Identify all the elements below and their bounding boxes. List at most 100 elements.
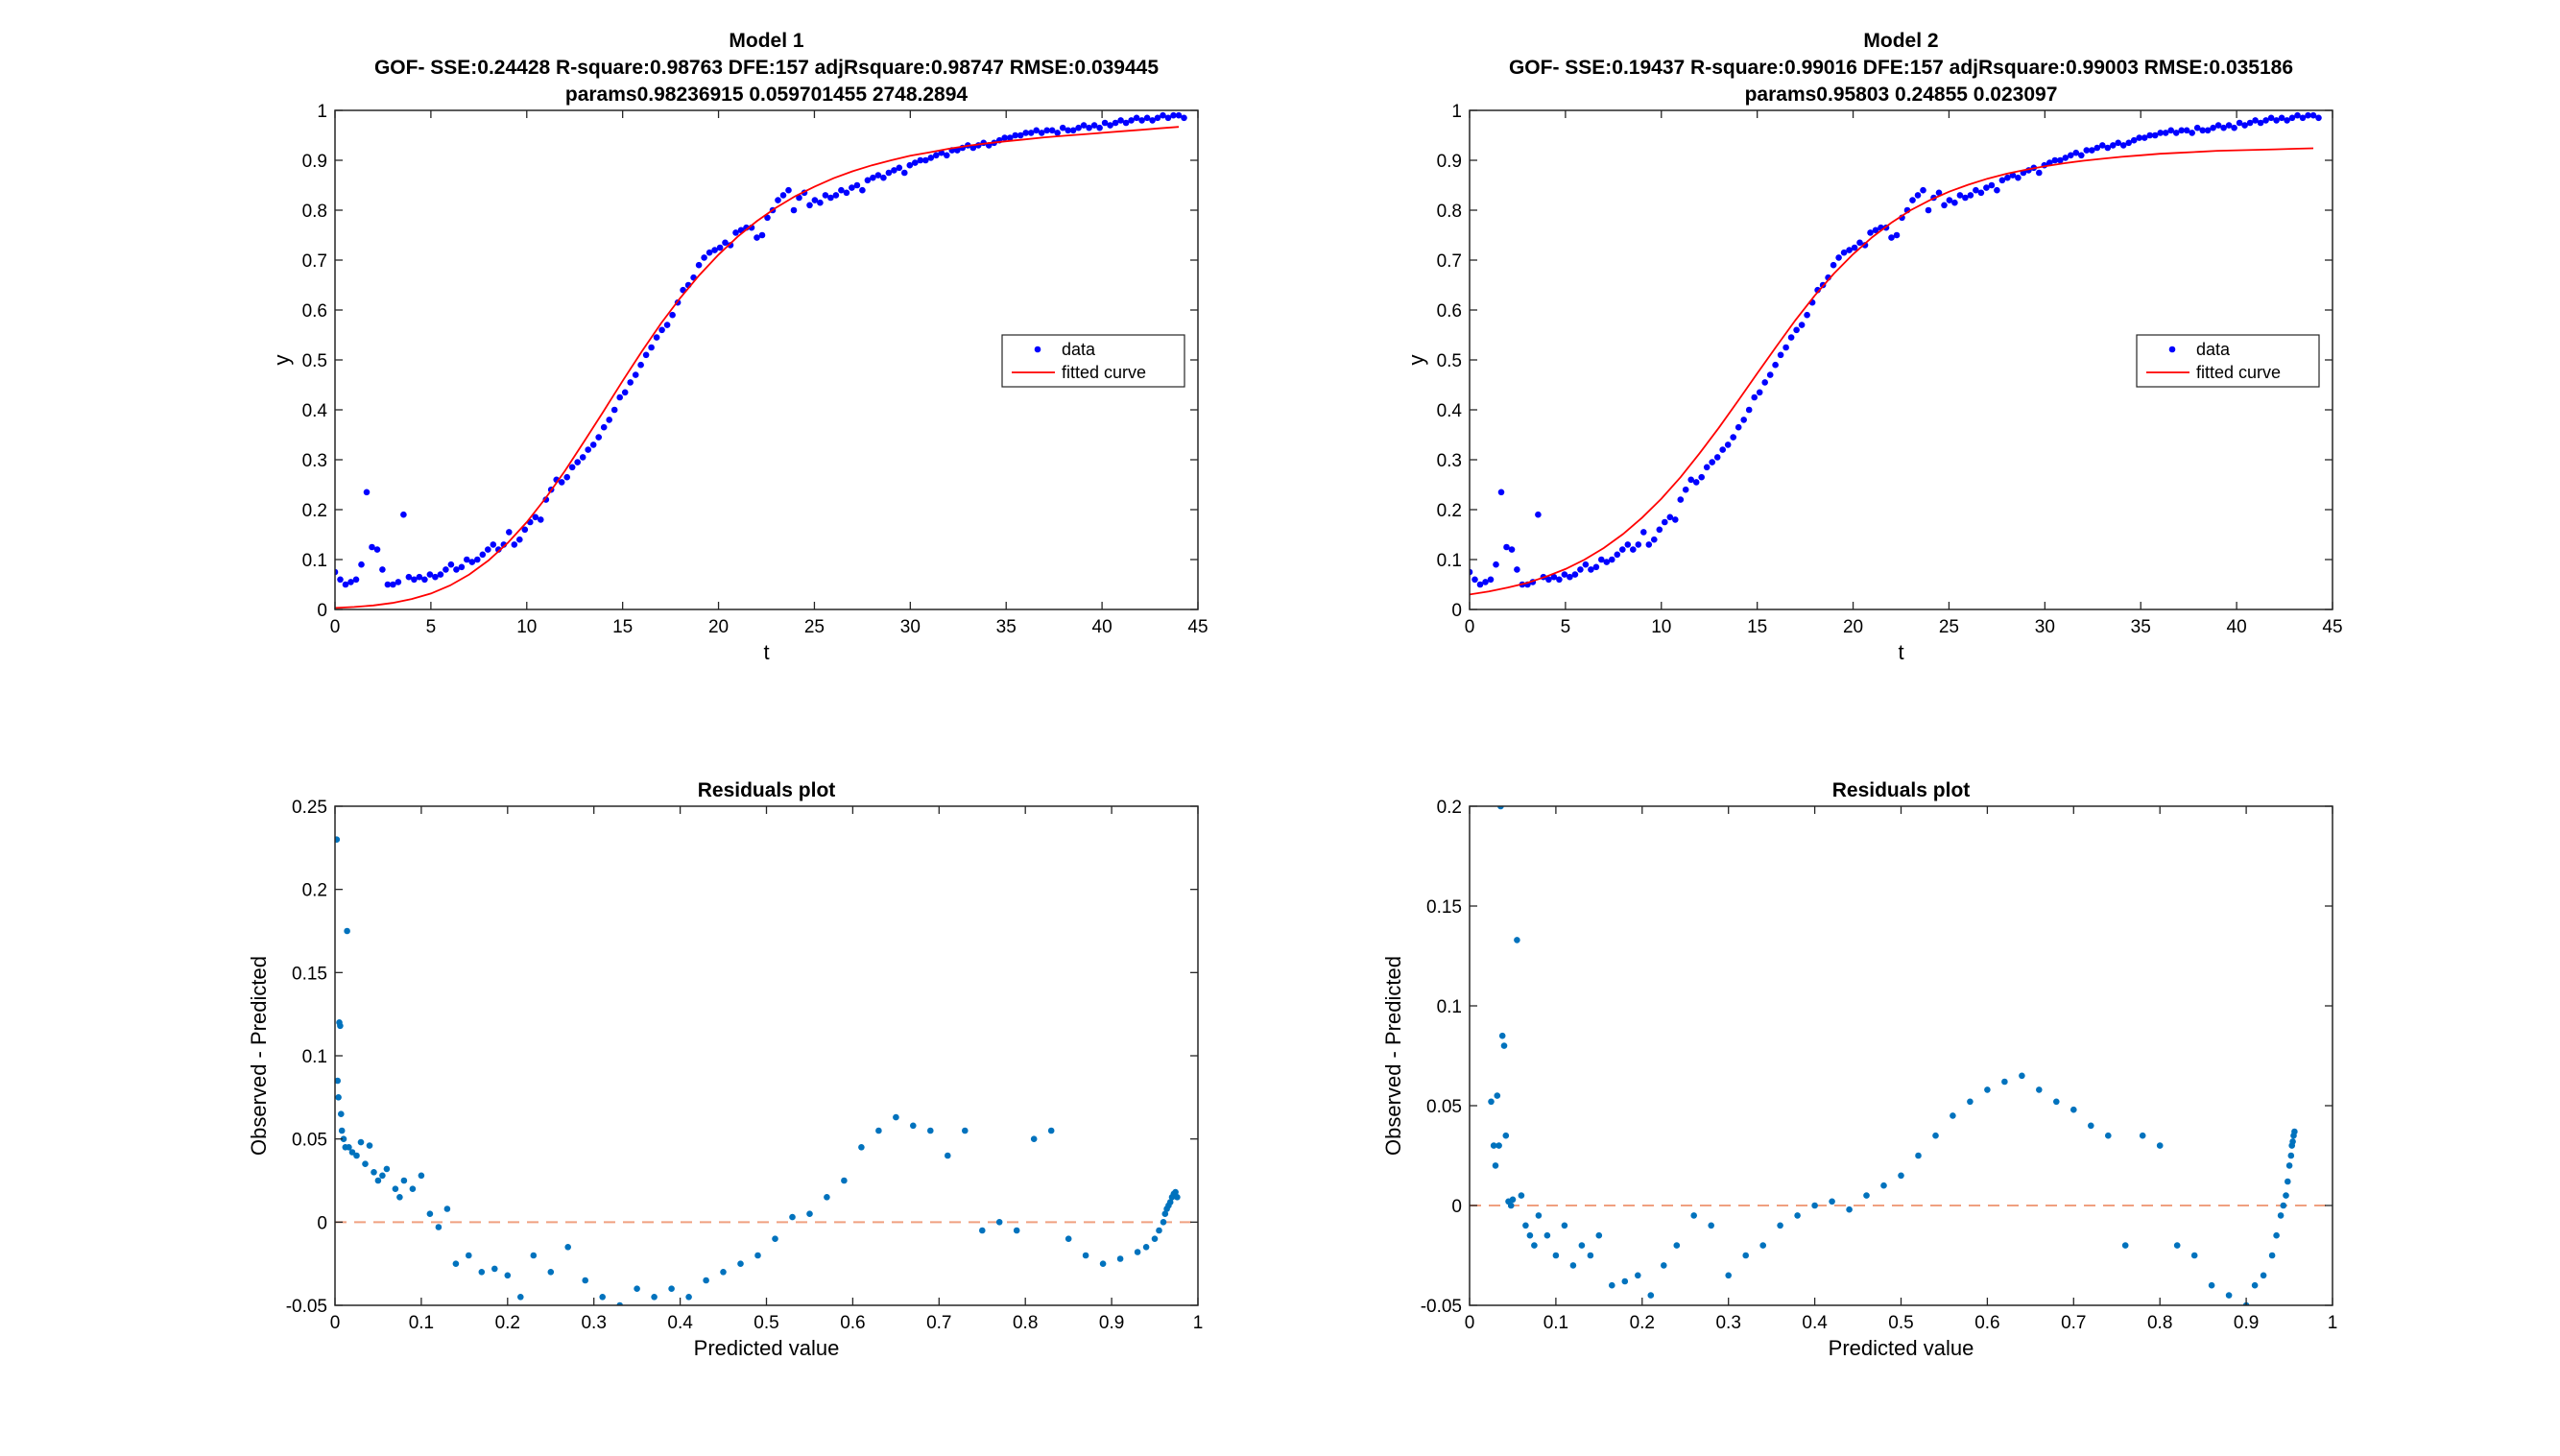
- residual-point: [668, 1285, 675, 1292]
- y-tick-label: -0.05: [286, 1297, 327, 1317]
- residual-point: [337, 1022, 344, 1030]
- data-point: [2015, 174, 2022, 181]
- data-point: [2309, 111, 2317, 119]
- residual-point: [504, 1272, 512, 1279]
- residual-point: [2156, 1142, 2164, 1149]
- residual-point: [1673, 1242, 1681, 1249]
- data-point: [1571, 571, 1579, 578]
- residual-point: [703, 1277, 709, 1284]
- data-point: [1835, 254, 1842, 261]
- data-point: [2157, 130, 2164, 136]
- residual-point: [1863, 1192, 1870, 1199]
- plot-area: [335, 111, 1187, 609]
- residual-point: [1829, 1198, 1835, 1205]
- y-tick-label: 0.8: [1437, 202, 1462, 222]
- y-axis-label: Observed - Predicted: [1381, 956, 1405, 1156]
- residual-point: [2173, 1242, 2181, 1249]
- data-point: [1017, 131, 1024, 139]
- data-point: [1840, 249, 1848, 256]
- data-point: [589, 442, 597, 448]
- x-tick-label: 30: [2035, 617, 2055, 637]
- residual-point: [979, 1227, 986, 1234]
- data-point: [1846, 247, 1853, 253]
- data-point: [1867, 229, 1874, 236]
- x-tick-label: 0.3: [1715, 1313, 1740, 1333]
- fitted-curve-line: [1470, 147, 2314, 596]
- residual-point: [1174, 1194, 1181, 1201]
- residual-point: [435, 1224, 443, 1230]
- data-point: [1766, 371, 1774, 378]
- residual-point: [2139, 1132, 2146, 1139]
- data-point: [1925, 206, 1932, 214]
- data-point: [1164, 114, 1172, 122]
- data-point: [1027, 130, 1035, 136]
- data-point: [1656, 526, 1663, 534]
- data-point: [2110, 142, 2117, 149]
- data-point: [874, 172, 882, 179]
- data-point: [2305, 111, 2311, 119]
- data-point: [1493, 561, 1499, 568]
- x-axis-label: t: [763, 640, 769, 664]
- residual-point: [2053, 1098, 2060, 1106]
- x-tick-label: 25: [804, 617, 825, 637]
- data-point: [827, 194, 834, 202]
- data-point: [1069, 127, 1077, 134]
- data-point: [658, 326, 665, 334]
- data-point: [1603, 559, 1611, 565]
- data-point: [2172, 130, 2180, 136]
- data-point: [542, 496, 550, 503]
- data-point: [1698, 473, 1705, 481]
- x-tick-label: 0.8: [1013, 1313, 1038, 1333]
- x-tick-label: 0: [1465, 1313, 1475, 1333]
- residual-point: [651, 1294, 658, 1301]
- data-point: [1719, 446, 1726, 453]
- residual-point: [2273, 1231, 2280, 1239]
- y-tick-label: 0.8: [302, 202, 327, 222]
- residual-point: [517, 1294, 524, 1301]
- x-tick-label: 10: [1651, 617, 1671, 637]
- data-point: [806, 202, 813, 209]
- axes-box: [1469, 805, 2333, 1306]
- data-point: [400, 511, 407, 518]
- data-point: [1012, 131, 1018, 139]
- data-point: [495, 546, 502, 553]
- data-point: [335, 568, 339, 576]
- data-point: [1687, 476, 1694, 484]
- residual-point: [1880, 1182, 1887, 1189]
- residual-point: [362, 1160, 369, 1167]
- x-tick-label: 5: [1561, 617, 1571, 637]
- data-point: [490, 541, 497, 548]
- residual-point: [478, 1269, 486, 1276]
- residual-point: [2121, 1242, 2129, 1249]
- y-tick-label: 0.15: [1426, 897, 1462, 918]
- residual-point: [1166, 1199, 1174, 1205]
- y-tick-label: 0.25: [292, 798, 327, 818]
- residual-point: [335, 836, 341, 843]
- data-point: [1672, 516, 1679, 523]
- data-point: [2220, 124, 2227, 131]
- residual-point: [1526, 1231, 1534, 1239]
- data-point: [379, 566, 386, 573]
- residual-point: [1490, 1142, 1497, 1149]
- data-point: [2151, 131, 2159, 139]
- data-point: [1545, 576, 1552, 584]
- residual-point: [344, 927, 350, 935]
- data-point: [1048, 127, 1056, 134]
- data-point: [1154, 114, 1161, 122]
- y-tick-label: 0.6: [1437, 301, 1462, 322]
- residual-point: [2283, 1192, 2289, 1199]
- data-point: [754, 234, 760, 241]
- data-point: [1851, 244, 1858, 251]
- data-point: [1556, 576, 1563, 584]
- y-tick-label: 0.1: [1437, 551, 1462, 571]
- data-point: [1856, 239, 1863, 247]
- x-axis-label: Predicted value: [1829, 1336, 1974, 1360]
- data-point: [2036, 169, 2043, 177]
- x-tick-label: 40: [2227, 617, 2247, 637]
- residual-point: [1794, 1212, 1801, 1219]
- y-tick-label: 0.7: [302, 251, 327, 272]
- data-point: [2136, 134, 2142, 141]
- data-point: [416, 573, 423, 581]
- data-point: [1724, 442, 1732, 448]
- chart-title: Residuals plot: [698, 779, 836, 801]
